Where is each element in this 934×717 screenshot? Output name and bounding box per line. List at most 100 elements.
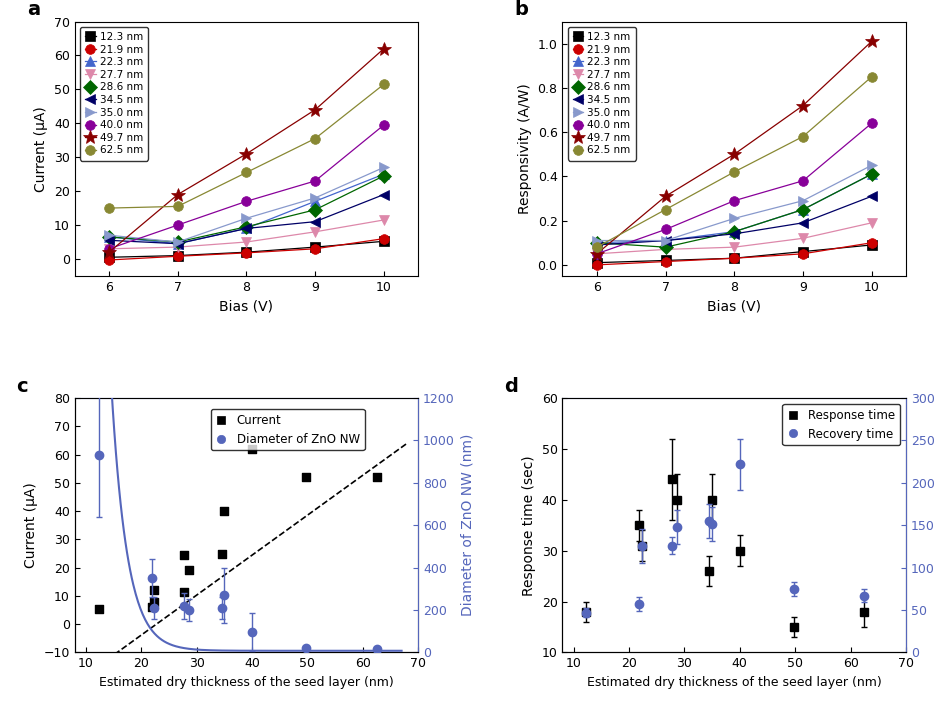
35.0 nm <box>729 214 740 223</box>
35.0 nm <box>309 194 320 202</box>
34.5 nm <box>729 229 740 238</box>
X-axis label: Estimated dry thickness of the seed layer (nm): Estimated dry thickness of the seed laye… <box>587 676 882 689</box>
49.7 nm <box>660 192 672 201</box>
Point <box>177 586 191 597</box>
Point <box>92 603 106 614</box>
22.3 nm <box>378 170 389 179</box>
22.3 nm <box>798 205 809 214</box>
40.0 nm <box>591 250 602 258</box>
22.3 nm <box>866 170 877 179</box>
21.9 nm <box>798 250 809 258</box>
Line: 12.3 nm: 12.3 nm <box>592 240 876 267</box>
35.0 nm <box>241 214 252 222</box>
Line: 62.5 nm: 62.5 nm <box>592 72 876 252</box>
22.3 nm <box>241 224 252 233</box>
Line: 22.3 nm: 22.3 nm <box>592 169 876 247</box>
40.0 nm <box>172 221 183 229</box>
12.3 nm <box>378 237 389 246</box>
34.5 nm <box>866 192 877 201</box>
28.6 nm <box>729 227 740 236</box>
34.5 nm <box>660 236 672 244</box>
Point <box>144 602 159 613</box>
35.0 nm <box>104 231 115 239</box>
62.5 nm <box>660 205 672 214</box>
49.7 nm <box>729 150 740 158</box>
27.7 nm <box>591 250 602 258</box>
28.6 nm <box>309 206 320 214</box>
21.9 nm <box>241 249 252 257</box>
Text: d: d <box>504 376 518 396</box>
40.0 nm <box>309 176 320 185</box>
49.7 nm <box>798 101 809 110</box>
Line: 12.3 nm: 12.3 nm <box>105 237 389 262</box>
22.3 nm <box>729 227 740 236</box>
49.7 nm <box>866 37 877 46</box>
49.7 nm <box>309 105 320 114</box>
62.5 nm <box>309 134 320 143</box>
Line: 28.6 nm: 28.6 nm <box>592 169 876 252</box>
Legend: Response time, Recovery time: Response time, Recovery time <box>783 404 900 445</box>
21.9 nm <box>172 252 183 260</box>
21.9 nm <box>378 234 389 243</box>
62.5 nm <box>798 132 809 141</box>
Line: 27.7 nm: 27.7 nm <box>592 218 876 259</box>
49.7 nm <box>172 190 183 199</box>
Point <box>177 549 191 561</box>
34.5 nm <box>591 241 602 250</box>
12.3 nm <box>866 241 877 250</box>
27.7 nm <box>309 227 320 236</box>
Y-axis label: Responsivity (A/W): Responsivity (A/W) <box>518 83 532 214</box>
Point <box>369 472 384 483</box>
Line: 49.7 nm: 49.7 nm <box>102 42 390 259</box>
28.6 nm <box>104 232 115 241</box>
62.5 nm <box>172 202 183 211</box>
62.5 nm <box>866 72 877 81</box>
62.5 nm <box>378 80 389 89</box>
Point <box>298 472 313 483</box>
28.6 nm <box>660 243 672 252</box>
Text: b: b <box>515 0 529 19</box>
12.3 nm <box>729 254 740 262</box>
40.0 nm <box>798 176 809 185</box>
35.0 nm <box>172 238 183 247</box>
Y-axis label: Diameter of ZnO NW (nm): Diameter of ZnO NW (nm) <box>460 434 474 617</box>
28.6 nm <box>866 170 877 179</box>
12.3 nm <box>591 258 602 267</box>
Line: 35.0 nm: 35.0 nm <box>592 161 876 245</box>
35.0 nm <box>866 161 877 170</box>
49.7 nm <box>591 250 602 258</box>
21.9 nm <box>729 254 740 262</box>
40.0 nm <box>660 225 672 234</box>
22.3 nm <box>172 239 183 248</box>
Line: 35.0 nm: 35.0 nm <box>105 163 389 247</box>
Y-axis label: Response time (sec): Response time (sec) <box>522 455 536 596</box>
Legend: 12.3 nm, 21.9 nm, 22.3 nm, 27.7 nm, 28.6 nm, 34.5 nm, 35.0 nm, 40.0 nm, 49.7 nm,: 12.3 nm, 21.9 nm, 22.3 nm, 27.7 nm, 28.6… <box>568 27 636 161</box>
27.7 nm <box>104 244 115 253</box>
Line: 49.7 nm: 49.7 nm <box>590 34 879 261</box>
Point <box>147 596 162 607</box>
40.0 nm <box>378 120 389 129</box>
40.0 nm <box>729 196 740 205</box>
27.7 nm <box>378 216 389 224</box>
Point <box>214 548 229 559</box>
35.0 nm <box>798 196 809 205</box>
22.3 nm <box>660 236 672 244</box>
21.9 nm <box>866 239 877 247</box>
62.5 nm <box>241 168 252 177</box>
12.3 nm <box>172 251 183 260</box>
Y-axis label: Current (μA): Current (μA) <box>24 483 38 568</box>
27.7 nm <box>660 245 672 254</box>
12.3 nm <box>798 247 809 256</box>
Line: 21.9 nm: 21.9 nm <box>592 238 876 270</box>
Point <box>217 505 232 517</box>
27.7 nm <box>866 219 877 227</box>
35.0 nm <box>378 163 389 171</box>
Line: 62.5 nm: 62.5 nm <box>105 80 389 213</box>
X-axis label: Bias (V): Bias (V) <box>707 299 761 313</box>
22.3 nm <box>591 239 602 247</box>
35.0 nm <box>660 236 672 244</box>
62.5 nm <box>591 243 602 252</box>
Line: 34.5 nm: 34.5 nm <box>592 191 876 250</box>
22.3 nm <box>309 197 320 206</box>
21.9 nm <box>591 260 602 269</box>
